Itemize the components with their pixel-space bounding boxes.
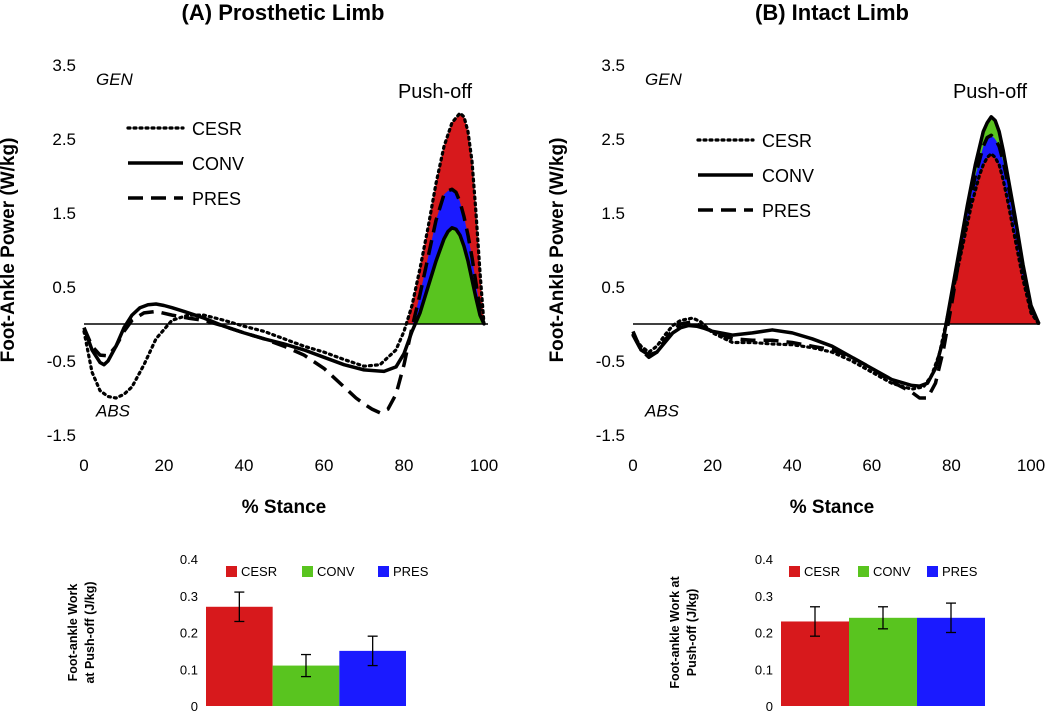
legend-swatch-conv xyxy=(302,566,313,577)
y-tick-label: 0.5 xyxy=(52,278,76,297)
abs-annotation: ABS xyxy=(644,402,680,421)
legend-label-cesr: CESR xyxy=(192,119,242,139)
x-tick-label: 100 xyxy=(1017,456,1045,475)
abs-annotation: ABS xyxy=(95,402,131,421)
x-tick-label: 80 xyxy=(395,456,414,475)
y-tick-label: -0.5 xyxy=(596,352,625,371)
legend-label-pres: PRES xyxy=(393,564,429,579)
legend-label-conv: CONV xyxy=(873,564,911,579)
x-tick-label: 20 xyxy=(155,456,174,475)
x-tick-label: 0 xyxy=(79,456,88,475)
pushoff-annotation: Push-off xyxy=(953,81,1028,103)
legend-swatch-pres xyxy=(378,566,389,577)
line-chart-prosthetic: (A) Prosthetic Limb Foot-Ankle Power (W/k… xyxy=(0,0,498,518)
pushoff-area-cesr xyxy=(945,154,1039,324)
gen-annotation: GEN xyxy=(645,70,683,89)
y-tick-label: 2.5 xyxy=(52,130,76,149)
bar-chart-intact: 0.4 0.3 0.2 0.1 0 Foot-ankle Work at Push-off … xyxy=(668,552,985,714)
y-tick-label: -1.5 xyxy=(596,426,625,445)
y-tick-label: 0.3 xyxy=(755,589,773,604)
x-tick-label: 40 xyxy=(235,456,254,475)
pushoff-annotation: Push-off xyxy=(398,81,473,103)
chart-title: (A) Prosthetic Limb xyxy=(182,0,385,25)
y-axis-title-line: at Push-off (J/kg) xyxy=(83,581,97,683)
line-chart-intact: (B) Intact Limb Foot-Ankle Power (W/kg) 3.… xyxy=(547,0,1045,518)
x-axis-title: % Stance xyxy=(242,497,326,518)
series-line-conv xyxy=(82,226,486,374)
y-tick-label: -1.5 xyxy=(47,426,76,445)
legend-label-cesr: CESR xyxy=(241,564,277,579)
legend-swatch-cesr xyxy=(789,566,800,577)
y-tick-label: 0.1 xyxy=(180,662,198,677)
series-line-conv xyxy=(631,115,1041,388)
y-tick-label: 0.4 xyxy=(755,552,773,567)
x-tick-label: 60 xyxy=(315,456,334,475)
y-axis-title-line: Push-off (J/kg) xyxy=(685,589,699,677)
legend-label-pres: PRES xyxy=(762,201,811,221)
x-tick-label: 0 xyxy=(628,456,637,475)
x-tick-label: 80 xyxy=(942,456,961,475)
y-tick-label: 1.5 xyxy=(601,204,625,223)
y-tick-label: -0.5 xyxy=(47,352,76,371)
x-tick-label: 20 xyxy=(703,456,722,475)
y-tick-label: 2.5 xyxy=(601,130,625,149)
x-tick-label: 60 xyxy=(862,456,881,475)
y-tick-label: 3.5 xyxy=(601,56,625,75)
pushoff-area-conv xyxy=(415,227,484,324)
bar-cesr xyxy=(206,606,273,706)
y-tick-label: 1.5 xyxy=(52,204,76,223)
legend-label-conv: CONV xyxy=(317,564,355,579)
y-axis-title-line: Foot-ankle Work xyxy=(66,584,80,682)
y-axis-title-line: Foot-ankle Work at xyxy=(668,576,682,689)
legend-swatch-pres xyxy=(927,566,938,577)
legend-label-cesr: CESR xyxy=(804,564,840,579)
bar-chart-prosthetic: 0.4 0.3 0.2 0.1 0 Foot-ankle Work at Push-off … xyxy=(66,552,429,714)
x-tick-label: 100 xyxy=(470,456,498,475)
y-tick-label: 0.5 xyxy=(601,278,625,297)
y-tick-label: 0.2 xyxy=(180,626,198,641)
y-tick-label: 0.4 xyxy=(180,552,198,567)
legend-label-conv: CONV xyxy=(762,166,814,186)
gen-annotation: GEN xyxy=(96,70,134,89)
legend-label-conv: CONV xyxy=(192,154,244,174)
y-tick-label: 0 xyxy=(766,699,773,714)
series-line-cesr xyxy=(82,111,486,400)
y-axis-title: Foot-Ankle Power (W/kg) xyxy=(547,138,568,363)
y-tick-label: 0.2 xyxy=(755,626,773,641)
series-line-pres xyxy=(82,187,486,415)
y-tick-label: 0.3 xyxy=(180,589,198,604)
legend-label-pres: PRES xyxy=(942,564,978,579)
legend-label-pres: PRES xyxy=(192,189,241,209)
bar-conv xyxy=(849,617,917,706)
y-tick-label: 0 xyxy=(191,699,198,714)
y-axis-title: Foot-Ankle Power (W/kg) xyxy=(0,138,19,363)
legend-swatch-cesr xyxy=(226,566,237,577)
y-tick-label: 3.5 xyxy=(52,56,76,75)
y-tick-label: 0.1 xyxy=(755,662,773,677)
series-line-pres xyxy=(631,133,1041,400)
legend-label-cesr: CESR xyxy=(762,131,812,151)
legend-swatch-conv xyxy=(858,566,869,577)
x-axis-title: % Stance xyxy=(790,497,874,518)
chart-title: (B) Intact Limb xyxy=(755,0,909,25)
x-tick-label: 40 xyxy=(783,456,802,475)
